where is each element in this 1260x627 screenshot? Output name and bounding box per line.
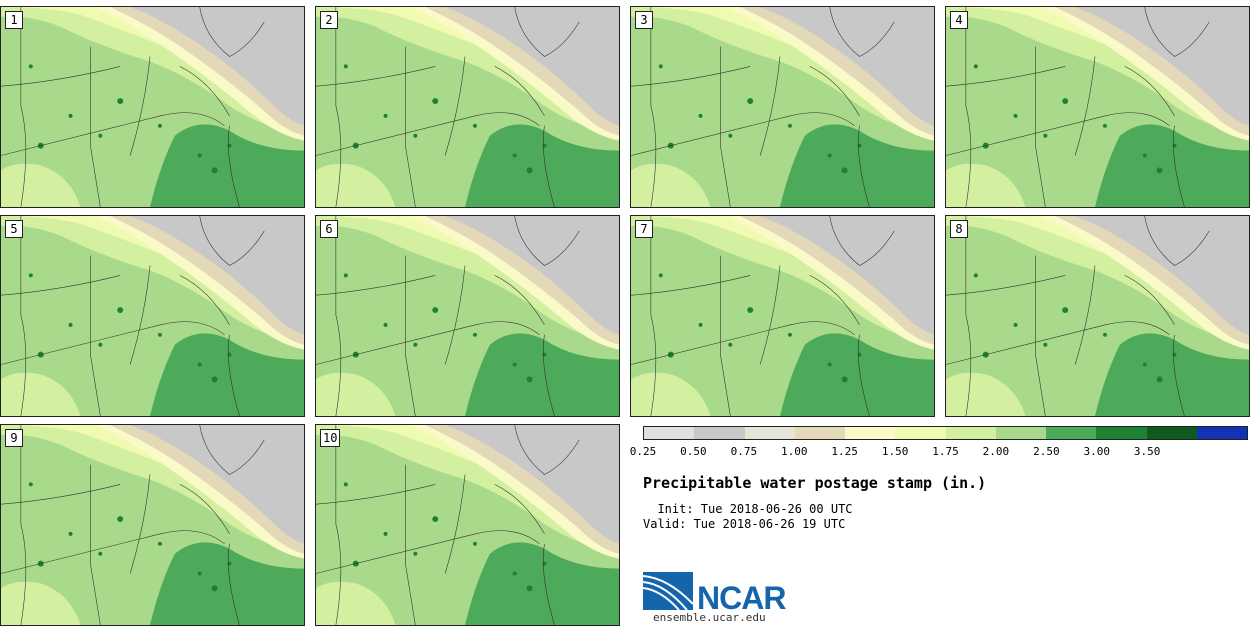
colorbar-tick-label: 1.25 xyxy=(831,445,858,458)
ncar-logo-icon xyxy=(643,572,694,611)
colorbar xyxy=(643,426,1248,440)
colorbar-segment xyxy=(1046,427,1097,439)
ensemble-member-map[interactable]: 2 xyxy=(315,6,620,208)
member-number-label: 5 xyxy=(5,220,23,238)
ensemble-member-map[interactable]: 7 xyxy=(630,215,935,417)
ensemble-member-map[interactable]: 9 xyxy=(0,424,305,626)
colorbar-segment xyxy=(744,427,795,439)
colorbar-segment xyxy=(644,427,695,439)
ensemble-member-map[interactable]: 3 xyxy=(630,6,935,208)
member-number-label: 9 xyxy=(5,429,23,447)
colorbar-tick-label: 1.50 xyxy=(881,445,909,458)
colorbar-tick-label: 1.00 xyxy=(781,445,808,458)
website-url[interactable]: ensemble.ucar.edu xyxy=(653,611,766,624)
member-number-label: 6 xyxy=(320,220,338,238)
member-number-label: 8 xyxy=(950,220,968,238)
colorbar-tick-label: 0.50 xyxy=(680,445,707,458)
colorbar-tick-label: 2.50 xyxy=(1033,445,1060,458)
init-time: Init: Tue 2018-06-26 00 UTC xyxy=(643,502,853,516)
ensemble-member-map[interactable]: 4 xyxy=(945,6,1250,208)
colorbar-tick-label: 3.00 xyxy=(1083,445,1111,458)
colorbar-segment xyxy=(845,427,896,439)
colorbar-segment xyxy=(694,427,745,439)
member-number-label: 7 xyxy=(635,220,653,238)
colorbar-tick-label: 2.00 xyxy=(982,445,1010,458)
valid-time: Valid: Tue 2018-06-26 19 UTC xyxy=(643,517,846,531)
colorbar-tick-label: 0.75 xyxy=(730,445,758,458)
ensemble-member-map[interactable]: 6 xyxy=(315,215,620,417)
ensemble-member-map[interactable]: 5 xyxy=(0,215,305,417)
member-number-label: 2 xyxy=(320,11,338,29)
colorbar-segment xyxy=(1196,427,1247,439)
ensemble-member-map[interactable]: 8 xyxy=(945,215,1250,417)
colorbar-segment xyxy=(1096,427,1147,439)
colorbar-segment xyxy=(794,427,845,439)
chart-title: Precipitable water postage stamp (in.) xyxy=(643,474,987,492)
member-number-label: 4 xyxy=(950,11,968,29)
logo-text: NCAR xyxy=(697,580,786,616)
colorbar-segment xyxy=(945,427,996,439)
ensemble-member-map[interactable]: 1 xyxy=(0,6,305,208)
colorbar-tick-label: 3.50 xyxy=(1133,445,1161,458)
colorbar-labels: 0.25 0.50 0.75 1.00 1.25 1.50 1.75 2.00 2.50 3.00… xyxy=(630,445,1260,459)
colorbar-tick-label: 0.25 xyxy=(629,445,657,458)
member-number-label: 3 xyxy=(635,11,653,29)
member-number-label: 10 xyxy=(320,429,341,447)
colorbar-segment xyxy=(1146,427,1197,439)
member-number-label: 1 xyxy=(5,11,23,29)
colorbar-tick-label: 1.75 xyxy=(932,445,959,458)
colorbar-segment xyxy=(895,427,946,439)
colorbar-segment xyxy=(995,427,1046,439)
ensemble-member-map[interactable]: 10 xyxy=(315,424,620,626)
